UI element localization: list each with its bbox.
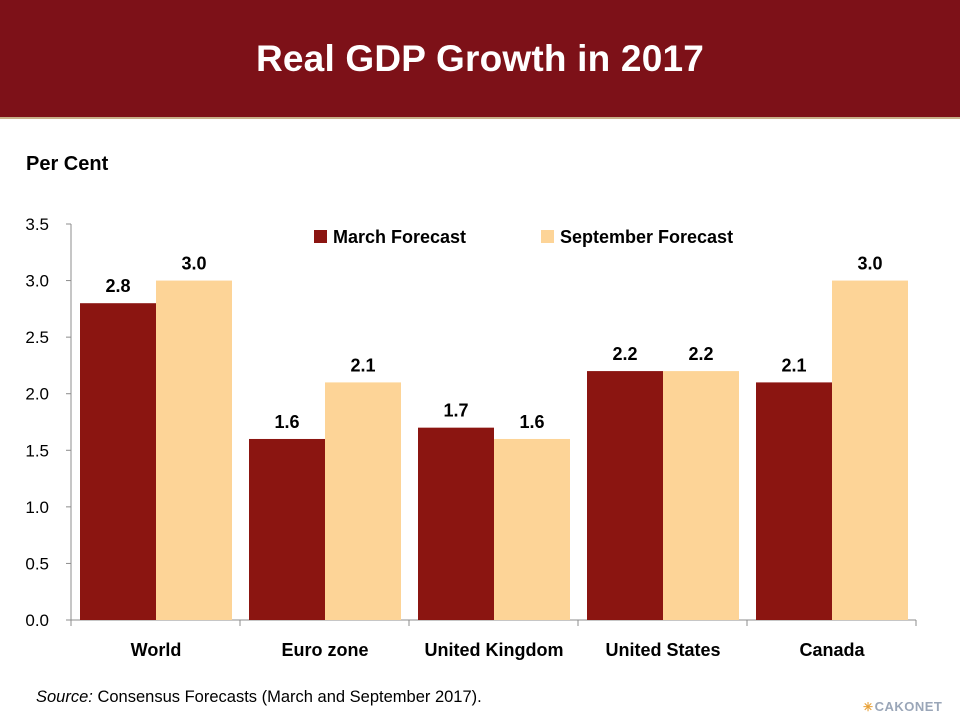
category-label: United States xyxy=(605,640,720,660)
y-axis-label: Per Cent xyxy=(26,153,109,175)
bar-september xyxy=(494,438,570,620)
y-tick-label: 3.0 xyxy=(25,272,49,291)
data-label: 3.0 xyxy=(181,254,206,274)
data-label: 1.6 xyxy=(274,412,299,432)
data-label: 2.2 xyxy=(612,344,637,364)
page-title: Real GDP Growth in 2017 xyxy=(255,37,705,79)
bar-september xyxy=(832,280,908,620)
bar-september xyxy=(663,371,739,620)
source-note: Source: Consensus Forecasts (March and S… xyxy=(36,688,482,707)
category-label: World xyxy=(131,640,182,660)
data-label: 2.8 xyxy=(105,276,130,296)
title-divider xyxy=(0,117,960,119)
bar-march xyxy=(587,371,663,620)
category-label: Canada xyxy=(799,640,865,660)
legend-label: September Forecast xyxy=(560,227,733,247)
y-tick-label: 2.0 xyxy=(25,385,49,404)
logo: ✳CAKONET xyxy=(863,699,942,714)
source-prefix: Source: xyxy=(36,688,93,706)
y-tick-label: 0.5 xyxy=(25,554,49,573)
logo-mark-icon: ✳ xyxy=(863,700,874,714)
data-label: 2.1 xyxy=(781,355,806,375)
data-label: 1.7 xyxy=(443,401,468,421)
title-banner: Real GDP Growth in 2017 xyxy=(0,0,960,117)
bar-march xyxy=(756,382,832,620)
category-label: Euro zone xyxy=(281,640,368,660)
y-tick-label: 3.5 xyxy=(25,215,49,234)
y-tick-label: 2.5 xyxy=(25,328,49,347)
legend-label: March Forecast xyxy=(333,227,466,247)
legend-swatch xyxy=(314,230,327,243)
legend-swatch xyxy=(541,230,554,243)
data-label: 1.6 xyxy=(519,412,544,432)
y-tick-label: 1.0 xyxy=(25,498,49,517)
bar-march xyxy=(80,303,156,620)
data-label: 2.2 xyxy=(688,344,713,364)
data-label: 3.0 xyxy=(857,254,882,274)
category-label: United Kingdom xyxy=(425,640,564,660)
bar-september xyxy=(325,382,401,620)
source-text: Consensus Forecasts (March and September… xyxy=(92,688,482,706)
logo-text: CAKONET xyxy=(874,699,943,714)
bar-march xyxy=(418,427,494,620)
bar-march xyxy=(249,438,325,620)
y-tick-label: 0.0 xyxy=(25,611,49,630)
y-tick-label: 1.5 xyxy=(25,441,49,460)
data-label: 2.1 xyxy=(350,355,375,375)
bar-september xyxy=(156,280,232,620)
